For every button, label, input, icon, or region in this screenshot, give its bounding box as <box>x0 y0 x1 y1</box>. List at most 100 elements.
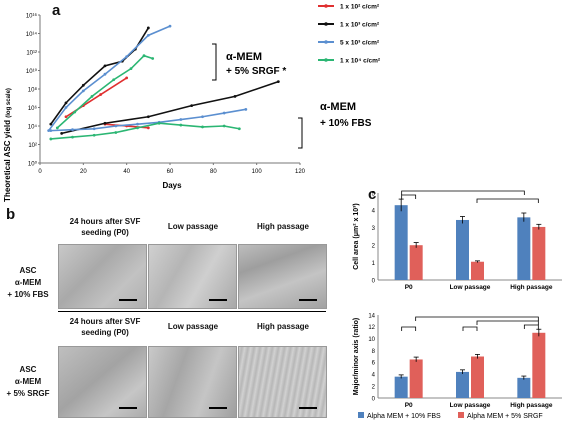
bar-ytick-label: 4 <box>372 373 376 379</box>
data-point <box>81 89 85 93</box>
bar-category-label: Low passage <box>450 402 491 409</box>
bar-category-label: Low passage <box>450 284 491 291</box>
bracket-srgf-label-2: + 5% SRGF * <box>226 66 286 77</box>
data-point <box>146 26 150 30</box>
data-point <box>179 118 183 121</box>
bar <box>456 371 469 398</box>
significance-bracket <box>401 326 417 331</box>
data-point <box>71 135 74 139</box>
row-label-fbs-2: α-MEM <box>14 278 42 287</box>
data-point <box>71 128 74 132</box>
panel-a-ytick-label: 10¹⁰ <box>26 68 38 75</box>
bar-ytick-label: 3 <box>372 226 376 232</box>
data-point <box>190 104 194 108</box>
data-point <box>114 124 118 128</box>
panel-a-letter: a <box>52 2 61 19</box>
data-point <box>103 64 107 68</box>
data-point <box>49 122 53 126</box>
legend-label: 1 x 10⁴ c/cm² <box>340 58 381 65</box>
panel-a-xtick-label: 60 <box>167 169 174 175</box>
bar-ytick-label: 8 <box>372 349 376 355</box>
col-header-p0-2-line1: 24 hours after SVF <box>69 317 141 326</box>
bar <box>517 377 531 398</box>
bar <box>394 205 408 280</box>
data-point <box>146 115 150 119</box>
data-point <box>112 78 116 82</box>
data-point <box>222 124 226 128</box>
row-label-fbs-3: + 10% FBS <box>7 290 49 299</box>
bar <box>532 226 546 280</box>
legend-marker <box>324 40 328 44</box>
panel-a-xtick-label: 100 <box>252 169 263 175</box>
data-point <box>244 107 248 111</box>
bar <box>471 356 484 398</box>
data-point <box>114 131 118 134</box>
bar-ytick-label: 14 <box>368 313 375 319</box>
data-point <box>92 127 96 131</box>
micrograph-fbs-high <box>238 244 327 309</box>
data-point <box>125 76 129 80</box>
panel-a-xtick-label: 20 <box>80 169 87 175</box>
data-point <box>64 115 68 119</box>
significance-bracket <box>401 190 525 195</box>
bar-chart-ylabel: Cell area (μm² x 10³) <box>353 203 360 270</box>
panel-a-ytick-label: 10¹⁴ <box>26 31 38 38</box>
significance-bracket <box>476 198 539 203</box>
row-divider <box>58 311 326 312</box>
panel-a-ytick-label: 10⁶ <box>28 105 38 112</box>
data-point <box>201 125 204 129</box>
data-point <box>129 67 133 71</box>
series-line-fbs <box>61 80 279 135</box>
data-point <box>64 101 68 105</box>
col-header-high: High passage <box>256 222 309 231</box>
bar-category-label: High passage <box>510 284 553 291</box>
micrograph-fbs-low <box>148 244 237 309</box>
data-point <box>142 54 146 58</box>
data-point <box>47 129 51 133</box>
panel-a-xlabel: Days <box>162 181 182 190</box>
row-label-fbs: ASC α-MEM + 10% FBS <box>2 265 54 301</box>
data-point <box>201 115 204 119</box>
row-label-srgf: ASC α-MEM + 5% SRGF <box>2 364 54 400</box>
micrograph-srgf-high <box>238 346 327 418</box>
series-line-fbs <box>50 122 240 140</box>
data-point <box>151 57 155 60</box>
data-point <box>64 106 68 109</box>
data-point <box>73 110 77 114</box>
data-point <box>103 72 107 76</box>
data-point <box>60 132 64 135</box>
panel-a-ytick-label: 10² <box>28 143 37 149</box>
col-header-high-2: High passage <box>256 322 309 331</box>
significance-bracket <box>415 316 539 321</box>
data-point <box>168 24 172 28</box>
bar-ytick-label: 2 <box>372 384 376 390</box>
micrograph-fbs-p0 <box>58 244 147 309</box>
data-point <box>81 83 85 87</box>
row-label-srgf-1: ASC <box>19 365 37 374</box>
legend-marker <box>324 4 328 8</box>
panel-c-letter: c <box>368 186 377 203</box>
bar-ytick-label: 2 <box>372 244 376 250</box>
bar <box>532 332 546 398</box>
col-header-p0: 24 hours after SVF seeding (P0) <box>60 216 150 238</box>
panel-a-ytick-label: 10⁸ <box>28 87 38 94</box>
row-label-srgf-2: α-MEM <box>14 377 42 386</box>
col-header-low: Low passage <box>167 222 219 231</box>
data-point <box>136 122 139 126</box>
legend-label-fbs: Alpha MEM + 10% FBS <box>367 413 441 420</box>
legend-label: 1 x 10² c/cm² <box>340 4 380 11</box>
significance-bracket <box>462 326 478 331</box>
data-point <box>99 93 103 96</box>
panel-b-letter: b <box>6 206 16 223</box>
micrograph-srgf-p0 <box>58 346 147 418</box>
series-line-fbs <box>50 108 246 132</box>
panel-a-xtick-label: 80 <box>210 169 217 175</box>
col-header-p0-2: 24 hours after SVF seeding (P0) <box>60 316 150 338</box>
significance-bracket <box>523 324 539 329</box>
bar <box>456 219 469 280</box>
data-point <box>49 129 53 133</box>
panel-a-ytick-label: 10¹² <box>26 51 37 57</box>
data-point <box>222 111 226 115</box>
bar <box>409 245 423 280</box>
